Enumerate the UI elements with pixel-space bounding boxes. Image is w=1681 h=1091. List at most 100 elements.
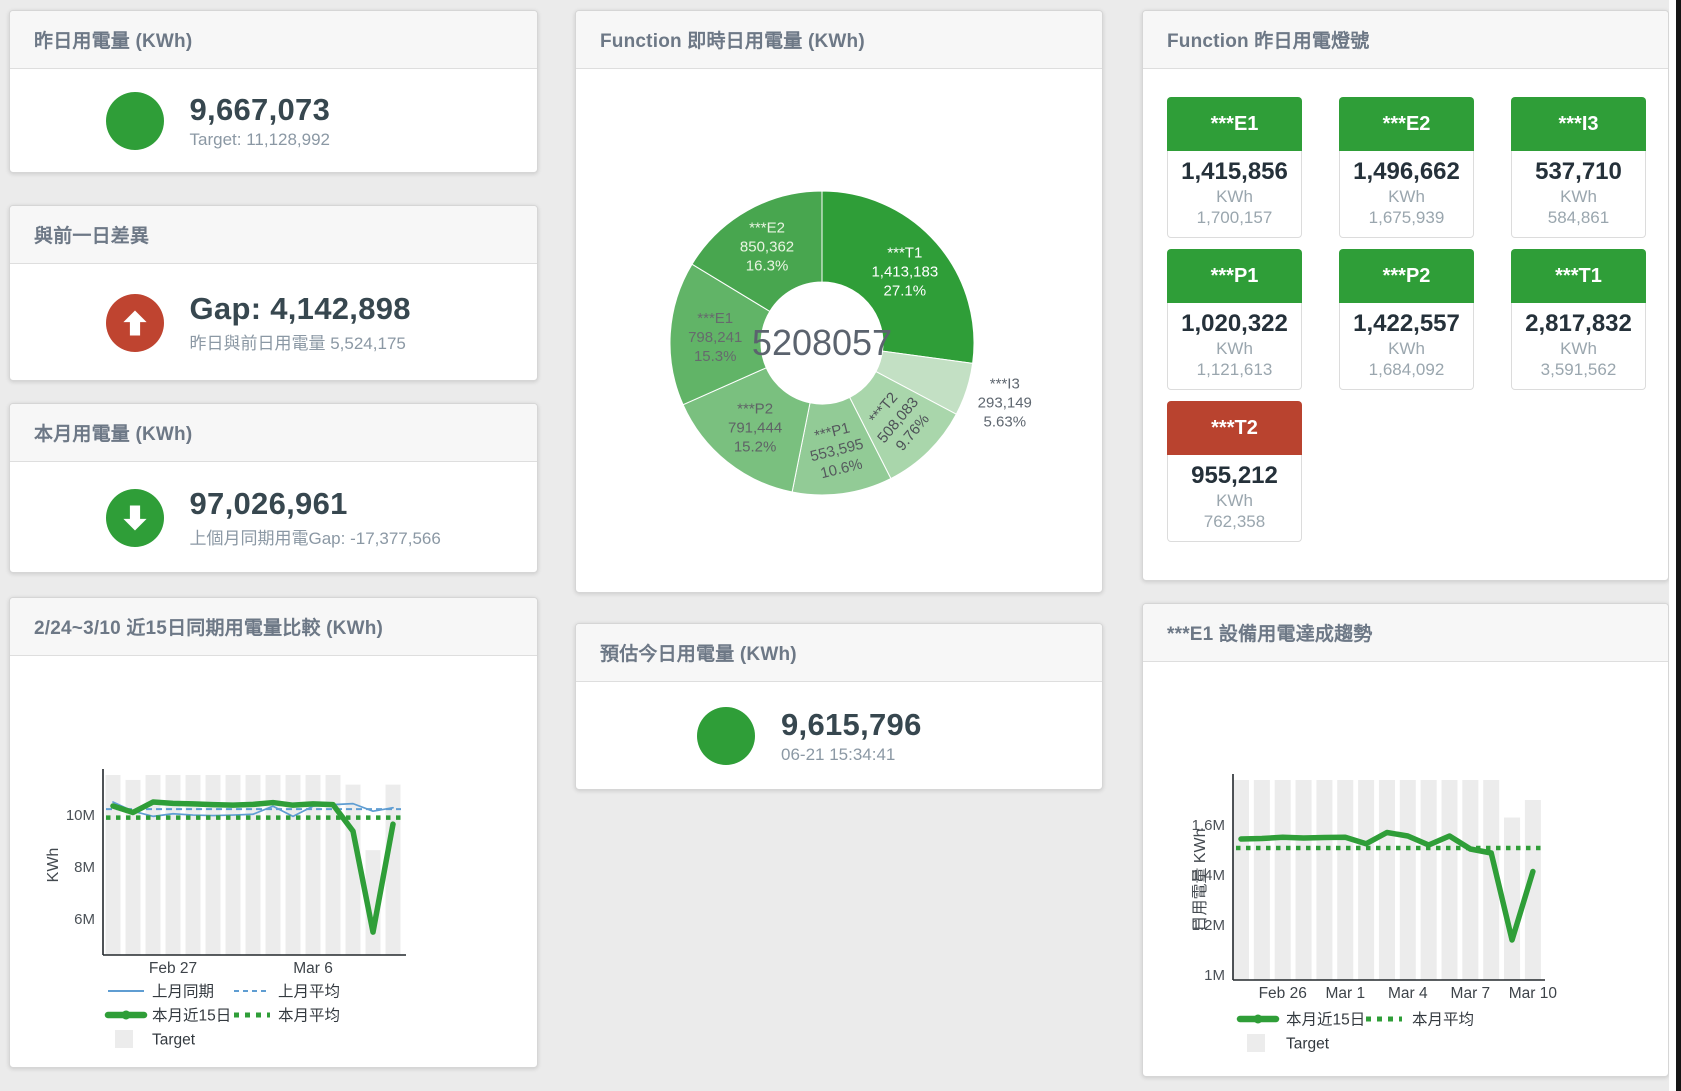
tile-value: 1,415,856 [1181, 158, 1288, 185]
panel-title: Function 昨日用電燈號 [1167, 31, 1370, 52]
tile-value: 955,212 [1191, 462, 1278, 489]
svg-text:本月近15日: 本月近15日 [1286, 1011, 1365, 1029]
light-tile-E1: ***E1 1,415,856 KWh 1,700,157 [1167, 97, 1302, 238]
tile-body: 1,415,856 KWh 1,700,157 [1167, 151, 1302, 238]
e1-trend-line-chart: 1M 1.2M 1.4M 1.6M 日用電量 KWh Feb 26 Mar 1 Mar 4 Ma… [1143, 662, 1668, 1074]
scrollbar-track[interactable] [1669, 0, 1676, 1091]
svg-text:10M: 10M [66, 807, 95, 824]
panel-title: 2/24~3/10 近15日同期用電量比較 (KWh) [34, 618, 384, 639]
tile-value: 537,710 [1535, 158, 1622, 185]
tile-unit: KWh [1388, 187, 1425, 206]
panel-title: 預估今日用電量 (KWh) [600, 644, 797, 665]
light-tile-I3: ***I3 537,710 KWh 584,861 [1511, 97, 1646, 238]
panel-header[interactable]: Function 即時日用電量 (KWh) [576, 11, 1102, 69]
panel-title: Function 即時日用電量 (KWh) [600, 31, 865, 52]
green-down-arrow-icon [105, 488, 164, 547]
svg-text:本月近15日: 本月近15日 [152, 1007, 231, 1025]
forecast-value: 9,615,796 [781, 706, 922, 742]
tile-status-header: ***P2 [1339, 249, 1474, 303]
panel-title: 與前一日差異 [34, 226, 150, 247]
yesterday-usage-value: 9,667,073 [189, 91, 331, 127]
light-tile-grid: ***E1 1,415,856 KWh 1,700,157 ***E2 1,496,662… [1167, 97, 1646, 542]
svg-text:本月平均: 本月平均 [278, 1007, 340, 1025]
light-tile-T1: ***T1 2,817,832 KWh 3,591,562 [1511, 249, 1646, 390]
panel-title: 昨日用電量 (KWh) [34, 31, 193, 52]
tile-status-header: ***T1 [1511, 249, 1646, 303]
tile-target: 1,121,613 [1196, 360, 1273, 379]
green-status-circle-icon [697, 707, 755, 765]
tile-body: 2,817,832 KWh 3,591,562 [1511, 303, 1646, 390]
svg-text:Feb 26: Feb 26 [1259, 985, 1307, 1002]
tile-target: 1,700,157 [1196, 208, 1273, 227]
tile-body: 537,710 KWh 584,861 [1511, 151, 1646, 238]
forecast-timestamp: 06-21 15:34:41 [781, 745, 896, 765]
tile-target: 1,675,939 [1368, 208, 1445, 227]
svg-text:1.4M: 1.4M [1192, 867, 1225, 884]
tile-body: 1,020,322 KWh 1,121,613 [1167, 303, 1302, 390]
svg-text:KWh: KWh [45, 848, 62, 883]
svg-text:Mar 10: Mar 10 [1509, 985, 1558, 1002]
tile-unit: KWh [1560, 187, 1597, 206]
panel-title: ***E1 設備用電達成趨勢 [1167, 624, 1373, 645]
tile-unit: KWh [1388, 339, 1425, 358]
panel-header[interactable]: 2/24~3/10 近15日同期用電量比較 (KWh) [10, 598, 537, 656]
svg-text:8M: 8M [74, 859, 95, 876]
svg-text:1M: 1M [1204, 967, 1225, 984]
panel-e1-trend-chart: ***E1 設備用電達成趨勢 1M 1.2M 1.4M 1.6M 日用電量 KWh Feb… [1142, 603, 1669, 1077]
tile-value: 2,817,832 [1525, 310, 1632, 337]
svg-text:Feb 27: Feb 27 [149, 960, 197, 977]
tile-target: 762,358 [1203, 512, 1266, 531]
svg-text:本月平均: 本月平均 [1412, 1011, 1474, 1029]
light-tile-E2: ***E2 1,496,662 KWh 1,675,939 [1339, 97, 1474, 238]
svg-text:上月同期: 上月同期 [152, 983, 214, 1001]
window-edge [1676, 0, 1681, 1091]
tile-body: 1,496,662 KWh 1,675,939 [1339, 151, 1474, 238]
tile-status-header: ***E1 [1167, 97, 1302, 151]
month-usage-gap: 上個月同期用電Gap: -17,377,566 [189, 529, 441, 549]
month-usage-value: 97,026,961 [189, 485, 348, 521]
svg-text:1.6M: 1.6M [1192, 817, 1225, 834]
tile-unit: KWh [1216, 491, 1253, 510]
light-tile-P1: ***P1 1,020,322 KWh 1,121,613 [1167, 249, 1302, 390]
svg-text:上月平均: 上月平均 [278, 983, 340, 1001]
panel-yesterday-lights: Function 昨日用電燈號 ***E1 1,415,856 KWh 1,700,1… [1142, 10, 1669, 581]
panel-yesterday-usage: 昨日用電量 (KWh) 9,667,073 Target: 11,128,992 [9, 10, 538, 173]
tile-status-header: ***E2 [1339, 97, 1474, 151]
svg-text:5208057: 5208057 [752, 322, 892, 363]
tile-status-header: ***P1 [1167, 249, 1302, 303]
svg-text:Mar 1: Mar 1 [1325, 985, 1365, 1002]
svg-text:日用電量 KWh: 日用電量 KWh [1192, 828, 1209, 931]
panel-header[interactable]: 本月用電量 (KWh) [10, 404, 537, 462]
light-tile-T2: ***T2 955,212 KWh 762,358 [1167, 401, 1302, 542]
yesterday-usage-target: Target: 11,128,992 [189, 130, 331, 150]
compare-line-chart: 6M 8M 10M KWh Feb 27 Mar 6 上月同期 上月平均 本月近15日 本月平均 T… [10, 656, 537, 1066]
realtime-usage-donut-chart: ***T1 1,413,183 27.1% ***I3 293,149 5.63% ***T… [576, 69, 1102, 592]
tile-status-header: ***T2 [1167, 401, 1302, 455]
red-up-arrow-icon [105, 293, 164, 352]
tile-status-header: ***I3 [1511, 97, 1646, 151]
day-gap-value: Gap: 4,142,898 [189, 290, 411, 326]
panel-header[interactable]: Function 昨日用電燈號 [1143, 11, 1668, 69]
svg-text:6M: 6M [74, 911, 95, 928]
panel-day-gap: 與前一日差異 Gap: 4,142,898 昨日與前日用電量 5,524,175 [9, 205, 538, 381]
panel-title: 本月用電量 (KWh) [34, 424, 193, 445]
panel-header[interactable]: 昨日用電量 (KWh) [10, 11, 537, 69]
light-tile-P2: ***P2 1,422,557 KWh 1,684,092 [1339, 249, 1474, 390]
panel-header[interactable]: ***E1 設備用電達成趨勢 [1143, 604, 1668, 662]
day-gap-subtitle: 昨日與前日用電量 5,524,175 [189, 334, 406, 354]
tile-unit: KWh [1560, 339, 1597, 358]
tile-body: 1,422,557 KWh 1,684,092 [1339, 303, 1474, 390]
svg-text:Mar 7: Mar 7 [1451, 985, 1491, 1002]
panel-header[interactable]: 與前一日差異 [10, 206, 537, 264]
svg-text:Target: Target [152, 1032, 196, 1049]
tile-value: 1,422,557 [1353, 310, 1460, 337]
panel-header[interactable]: 預估今日用電量 (KWh) [576, 624, 1102, 682]
tile-unit: KWh [1216, 339, 1253, 358]
tile-value: 1,020,322 [1181, 310, 1288, 337]
panel-realtime-donut: Function 即時日用電量 (KWh) ***T1 1,413,183 27.1… [575, 10, 1103, 593]
panel-forecast-today: 預估今日用電量 (KWh) 9,615,796 06-21 15:34:41 [575, 623, 1103, 790]
